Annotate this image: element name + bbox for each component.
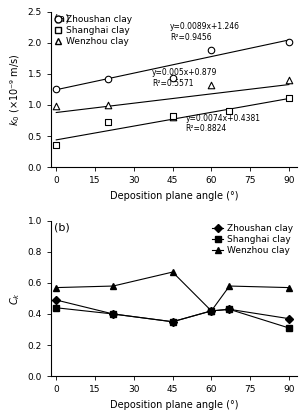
Point bbox=[170, 75, 175, 82]
X-axis label: Deposition plane angle (°): Deposition plane angle (°) bbox=[109, 400, 238, 410]
Text: (a): (a) bbox=[54, 13, 69, 23]
Legend: Zhoushan clay, Shanghai clay, Wenzhou clay: Zhoushan clay, Shanghai clay, Wenzhou cl… bbox=[212, 224, 294, 256]
Point bbox=[209, 82, 214, 89]
Text: y=0.005x+0.879
R²=0.5571: y=0.005x+0.879 R²=0.5571 bbox=[152, 68, 217, 88]
Point bbox=[286, 38, 291, 45]
Y-axis label: $k_0$ (×10⁻⁹ m/s): $k_0$ (×10⁻⁹ m/s) bbox=[9, 53, 22, 126]
Point bbox=[286, 94, 291, 101]
Point bbox=[170, 112, 175, 119]
Point bbox=[286, 77, 291, 84]
Text: (b): (b) bbox=[54, 222, 69, 232]
Point bbox=[54, 86, 59, 93]
Text: y=0.0089x+1.246
R²=0.9456: y=0.0089x+1.246 R²=0.9456 bbox=[170, 22, 240, 42]
Point bbox=[54, 142, 59, 149]
Text: y=0.0074x+0.4381
R²=0.8824: y=0.0074x+0.4381 R²=0.8824 bbox=[185, 114, 260, 133]
Legend: Zhoushan clay, Shanghai clay, Wenzhou clay: Zhoushan clay, Shanghai clay, Wenzhou cl… bbox=[54, 15, 133, 47]
X-axis label: Deposition plane angle (°): Deposition plane angle (°) bbox=[109, 191, 238, 201]
Point bbox=[170, 114, 175, 121]
Point bbox=[106, 102, 110, 108]
Point bbox=[106, 118, 110, 125]
Point bbox=[209, 47, 214, 54]
Point bbox=[106, 76, 110, 82]
Y-axis label: $C_k$: $C_k$ bbox=[8, 292, 22, 305]
Point bbox=[54, 103, 59, 110]
Point bbox=[227, 108, 232, 115]
